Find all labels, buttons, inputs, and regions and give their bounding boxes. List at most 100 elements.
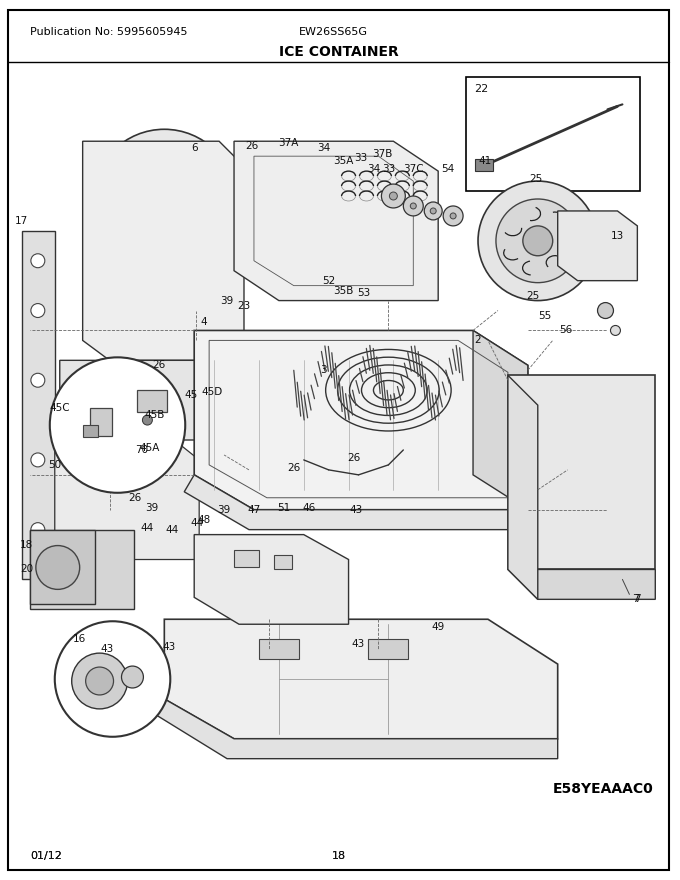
Text: 49: 49	[432, 622, 445, 632]
Circle shape	[36, 546, 80, 590]
Text: 50: 50	[48, 460, 61, 470]
Text: 4: 4	[201, 318, 207, 327]
Circle shape	[443, 206, 463, 226]
Circle shape	[424, 202, 442, 220]
Circle shape	[478, 181, 598, 301]
Circle shape	[92, 129, 236, 273]
Circle shape	[450, 213, 456, 219]
Text: 44: 44	[190, 517, 204, 528]
Text: 41: 41	[478, 156, 492, 166]
Text: 37C: 37C	[403, 164, 424, 174]
Bar	[30, 530, 95, 605]
Text: 43: 43	[352, 639, 365, 649]
Text: 44: 44	[166, 524, 179, 535]
Text: 54: 54	[441, 164, 455, 174]
Polygon shape	[165, 620, 558, 739]
Text: 23: 23	[237, 301, 251, 311]
Circle shape	[50, 357, 185, 493]
Text: E58YEAAAC0: E58YEAAAC0	[553, 781, 653, 796]
Text: 45B: 45B	[144, 410, 165, 420]
Circle shape	[381, 184, 405, 208]
Polygon shape	[508, 569, 656, 599]
Text: 39: 39	[145, 502, 158, 513]
Text: 51: 51	[277, 502, 290, 513]
Text: 35A: 35A	[333, 156, 354, 166]
Text: 45C: 45C	[50, 403, 70, 413]
Text: 45: 45	[184, 390, 198, 400]
Text: 2: 2	[475, 335, 481, 346]
Text: 25: 25	[529, 174, 543, 184]
Circle shape	[410, 203, 416, 209]
Circle shape	[611, 326, 620, 335]
Text: 53: 53	[357, 288, 370, 297]
Text: ICE CONTAINER: ICE CONTAINER	[279, 45, 398, 59]
Text: 45A: 45A	[139, 443, 160, 453]
Text: 39: 39	[218, 505, 231, 515]
Circle shape	[31, 453, 45, 467]
Text: 55: 55	[538, 311, 551, 320]
Polygon shape	[22, 231, 55, 579]
Text: 26: 26	[245, 141, 258, 151]
Text: 01/12: 01/12	[30, 851, 62, 862]
Text: 34: 34	[317, 143, 330, 153]
Bar	[466, 77, 641, 191]
Circle shape	[86, 667, 114, 695]
Text: 26: 26	[128, 493, 141, 502]
Text: 25: 25	[526, 290, 539, 301]
Text: 26: 26	[287, 463, 301, 473]
Text: 3: 3	[320, 365, 327, 375]
Bar	[83, 425, 98, 437]
Circle shape	[142, 415, 152, 425]
Text: 18: 18	[332, 851, 345, 862]
Bar	[369, 639, 408, 659]
Text: 18: 18	[20, 539, 33, 550]
Text: 47: 47	[248, 505, 260, 515]
Text: 18: 18	[332, 851, 345, 862]
Text: 33: 33	[381, 164, 395, 174]
Text: 43: 43	[101, 644, 114, 654]
Text: 44: 44	[141, 523, 154, 532]
Text: 22: 22	[474, 84, 488, 94]
Circle shape	[144, 181, 184, 221]
Circle shape	[430, 208, 436, 214]
Text: 52: 52	[322, 275, 335, 286]
Circle shape	[523, 226, 553, 256]
Text: 13: 13	[611, 231, 624, 241]
Polygon shape	[83, 141, 244, 360]
Text: 26: 26	[153, 360, 166, 370]
Text: 35B: 35B	[333, 286, 354, 296]
Bar	[274, 554, 292, 569]
Text: 6: 6	[191, 143, 197, 153]
Circle shape	[31, 373, 45, 387]
Text: 37B: 37B	[372, 150, 392, 159]
Circle shape	[31, 523, 45, 537]
Circle shape	[31, 304, 45, 318]
Bar	[137, 390, 167, 412]
Polygon shape	[508, 375, 656, 569]
Bar	[259, 639, 299, 659]
Polygon shape	[473, 331, 528, 510]
Circle shape	[55, 621, 170, 737]
Bar	[475, 159, 493, 171]
Text: 45D: 45D	[201, 387, 223, 397]
Text: EW26SS65G: EW26SS65G	[299, 26, 368, 37]
Text: 7: 7	[632, 594, 639, 605]
Circle shape	[31, 253, 45, 268]
Text: Publication No: 5995605945: Publication No: 5995605945	[30, 26, 188, 37]
Text: 16: 16	[73, 634, 86, 644]
Polygon shape	[508, 375, 538, 599]
Circle shape	[109, 146, 219, 256]
Polygon shape	[154, 699, 558, 759]
Circle shape	[390, 192, 397, 200]
Circle shape	[71, 653, 127, 709]
Polygon shape	[234, 141, 438, 301]
Polygon shape	[55, 440, 199, 560]
Circle shape	[496, 199, 579, 282]
Text: 39: 39	[220, 296, 234, 305]
Polygon shape	[194, 331, 528, 510]
Circle shape	[403, 196, 423, 216]
Bar	[30, 530, 135, 609]
Text: 26: 26	[347, 453, 360, 463]
Bar	[234, 549, 259, 568]
Text: 56: 56	[559, 326, 573, 335]
